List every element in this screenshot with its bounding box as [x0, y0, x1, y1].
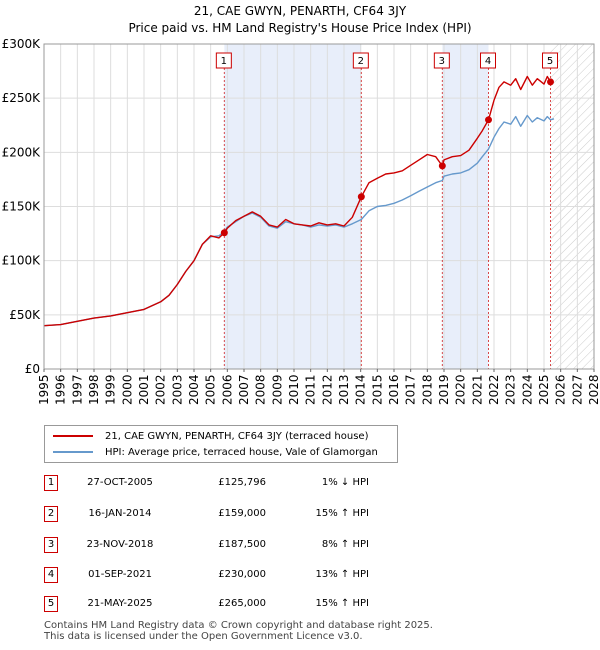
sale-number-badge: 3 — [44, 537, 58, 553]
y-tick-label: £150K — [2, 200, 42, 214]
y-tick-label: £100K — [2, 254, 42, 268]
x-tick-label: 1995 — [37, 374, 51, 405]
sale-price: £265,000 — [218, 598, 266, 609]
x-tick-label: 2014 — [354, 374, 368, 405]
sale-price: £187,500 — [218, 539, 266, 550]
x-tick-label: 2007 — [237, 374, 251, 405]
sale-price: £230,000 — [218, 569, 266, 580]
sale-number-box — [433, 52, 450, 69]
x-tick-label: 2028 — [587, 374, 600, 405]
table-row: 1 27-OCT-2005 £125,796 1% ↓ HPI — [44, 475, 404, 491]
y-tick-label: £0 — [25, 362, 40, 376]
sale-number-badge: 1 — [44, 475, 58, 491]
x-tick-label: 2004 — [187, 374, 201, 405]
x-tick-label: 2003 — [170, 374, 184, 405]
table-row: 5 21-MAY-2025 £265,000 15% ↑ HPI — [44, 596, 404, 612]
x-tick-label: 2017 — [404, 374, 418, 405]
chart-title: 21, CAE GWYN, PENARTH, CF64 3JY — [193, 4, 407, 18]
x-tick-label: 2006 — [220, 374, 234, 405]
x-tick-label: 2018 — [420, 374, 434, 405]
sale-number-box — [215, 52, 232, 69]
sale-hpi-diff: 8% ↑ HPI — [321, 539, 369, 550]
sale-price: £125,796 — [218, 477, 266, 488]
plot-frame — [43, 43, 595, 370]
x-tick-label: 2020 — [454, 374, 468, 405]
sale-date: 16-JAN-2014 — [88, 508, 152, 519]
sale-hpi-diff: 13% ↑ HPI — [315, 569, 369, 580]
x-tick-label: 2009 — [270, 374, 284, 405]
price-chart: 1 2 3 4 5 £0 £50K £100K £150K £200K £250K £300K 1995… — [2, 37, 600, 405]
sale-hpi-diff: 15% ↑ HPI — [315, 508, 369, 519]
sale-point — [357, 193, 365, 201]
sale-date: 23-NOV-2018 — [86, 539, 154, 550]
sale-date: 01-SEP-2021 — [88, 569, 152, 580]
sale-price: £159,000 — [218, 508, 266, 519]
sale-point — [485, 116, 492, 124]
x-tick-label: 2027 — [570, 374, 584, 405]
x-tick-label: 2002 — [154, 374, 168, 405]
x-tick-label: 1997 — [70, 374, 84, 405]
sale-number-label: 4 — [485, 56, 491, 67]
chart-legend: 21, CAE GWYN, PENARTH, CF64 3JY (terrace… — [44, 425, 398, 463]
x-tick-label: 2008 — [254, 374, 268, 405]
x-tick-label: 2012 — [320, 374, 334, 405]
sale-point — [220, 229, 228, 237]
table-row: 3 23-NOV-2018 £187,500 8% ↑ HPI — [44, 537, 404, 553]
x-tick-label: 2000 — [120, 374, 134, 405]
x-tick-label: 2001 — [137, 374, 151, 405]
table-row: 4 01-SEP-2021 £230,000 13% ↑ HPI — [44, 567, 404, 583]
sale-date: 27-OCT-2005 — [87, 477, 153, 488]
sale-number-badge: 5 — [44, 596, 58, 612]
sale-date: 21-MAY-2025 — [87, 598, 153, 609]
x-tick-label: 2026 — [554, 374, 568, 405]
sale-number-label: 5 — [547, 56, 553, 67]
x-tick-label: 2022 — [487, 374, 501, 405]
x-tick-label: 2025 — [537, 374, 551, 405]
x-tick-label: 1998 — [87, 374, 101, 405]
sale-number-box — [480, 52, 496, 69]
sale-point — [547, 78, 554, 86]
sale-hpi-diff: 15% ↑ HPI — [315, 598, 369, 609]
legend-label-property: 21, CAE GWYN, PENARTH, CF64 3JY (terrace… — [105, 430, 369, 442]
x-tick-label: 2023 — [504, 374, 518, 405]
footer: Contains HM Land Registry data © Crown c… — [44, 620, 433, 642]
legend-item-hpi: HPI: Average price, terraced house, Vale… — [53, 445, 378, 459]
series-group — [44, 75, 555, 327]
x-tick-label: 2015 — [370, 374, 384, 405]
property-series-line — [44, 75, 552, 327]
x-tick-label: 2021 — [470, 374, 484, 405]
y-tick-label: £200K — [2, 145, 42, 159]
x-tick-label: 2016 — [387, 374, 401, 405]
footer-copyright: Contains HM Land Registry data © Crown c… — [44, 620, 433, 631]
sale-hpi-diff: 1% ↓ HPI — [321, 477, 369, 488]
x-tick-label: 2011 — [304, 374, 318, 405]
chart-subtitle: Price paid vs. HM Land Registry's House … — [128, 21, 472, 35]
y-tick-label: £50K — [9, 308, 41, 322]
sale-number-label: 2 — [358, 56, 364, 67]
x-tick-label: 1996 — [54, 374, 68, 405]
legend-line-property — [53, 435, 93, 437]
y-tick-label: £300K — [2, 37, 42, 51]
sale-point — [438, 162, 446, 170]
y-tick-label: £250K — [2, 91, 42, 105]
x-tick-label: 1999 — [104, 374, 118, 405]
x-tick-label: 2024 — [520, 374, 534, 405]
footer-licence: This data is licensed under the Open Gov… — [44, 631, 363, 642]
sale-number-label: 1 — [221, 56, 227, 67]
legend-item-property: 21, CAE GWYN, PENARTH, CF64 3JY (terrace… — [53, 429, 368, 443]
legend-label-hpi: HPI: Average price, terraced house, Vale… — [105, 446, 378, 458]
x-tick-label: 2005 — [204, 374, 218, 405]
x-tick-label: 2013 — [337, 374, 351, 405]
legend-line-hpi — [53, 451, 93, 453]
sale-number-badge: 4 — [44, 567, 58, 583]
sale-number-box — [542, 52, 558, 69]
x-tick-label: 2019 — [437, 374, 451, 405]
x-tick-label: 2010 — [287, 374, 301, 405]
sale-number-badge: 2 — [44, 506, 58, 522]
sale-number-label: 3 — [439, 56, 445, 67]
sale-number-box — [352, 52, 369, 69]
table-row: 2 16-JAN-2014 £159,000 15% ↑ HPI — [44, 506, 404, 522]
